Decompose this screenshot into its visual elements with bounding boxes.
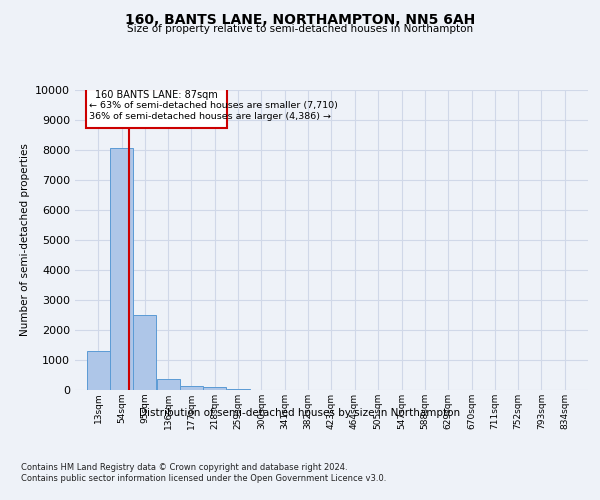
Text: 160, BANTS LANE, NORTHAMPTON, NN5 6AH: 160, BANTS LANE, NORTHAMPTON, NN5 6AH — [125, 12, 475, 26]
Bar — [157, 378, 179, 390]
Bar — [133, 315, 157, 390]
Bar — [86, 88, 227, 128]
Bar — [203, 388, 226, 390]
Bar — [87, 351, 110, 390]
Text: Distribution of semi-detached houses by size in Northampton: Distribution of semi-detached houses by … — [139, 408, 461, 418]
Text: 160 BANTS LANE: 87sqm: 160 BANTS LANE: 87sqm — [95, 90, 218, 100]
Text: Size of property relative to semi-detached houses in Northampton: Size of property relative to semi-detach… — [127, 24, 473, 34]
Y-axis label: Number of semi-detached properties: Number of semi-detached properties — [20, 144, 29, 336]
Bar — [227, 388, 250, 390]
Text: 36% of semi-detached houses are larger (4,386) →: 36% of semi-detached houses are larger (… — [89, 112, 331, 121]
Bar — [180, 386, 203, 390]
Text: Contains public sector information licensed under the Open Government Licence v3: Contains public sector information licen… — [21, 474, 386, 483]
Text: ← 63% of semi-detached houses are smaller (7,710): ← 63% of semi-detached houses are smalle… — [89, 101, 338, 110]
Bar — [110, 148, 133, 390]
Text: Contains HM Land Registry data © Crown copyright and database right 2024.: Contains HM Land Registry data © Crown c… — [21, 462, 347, 471]
